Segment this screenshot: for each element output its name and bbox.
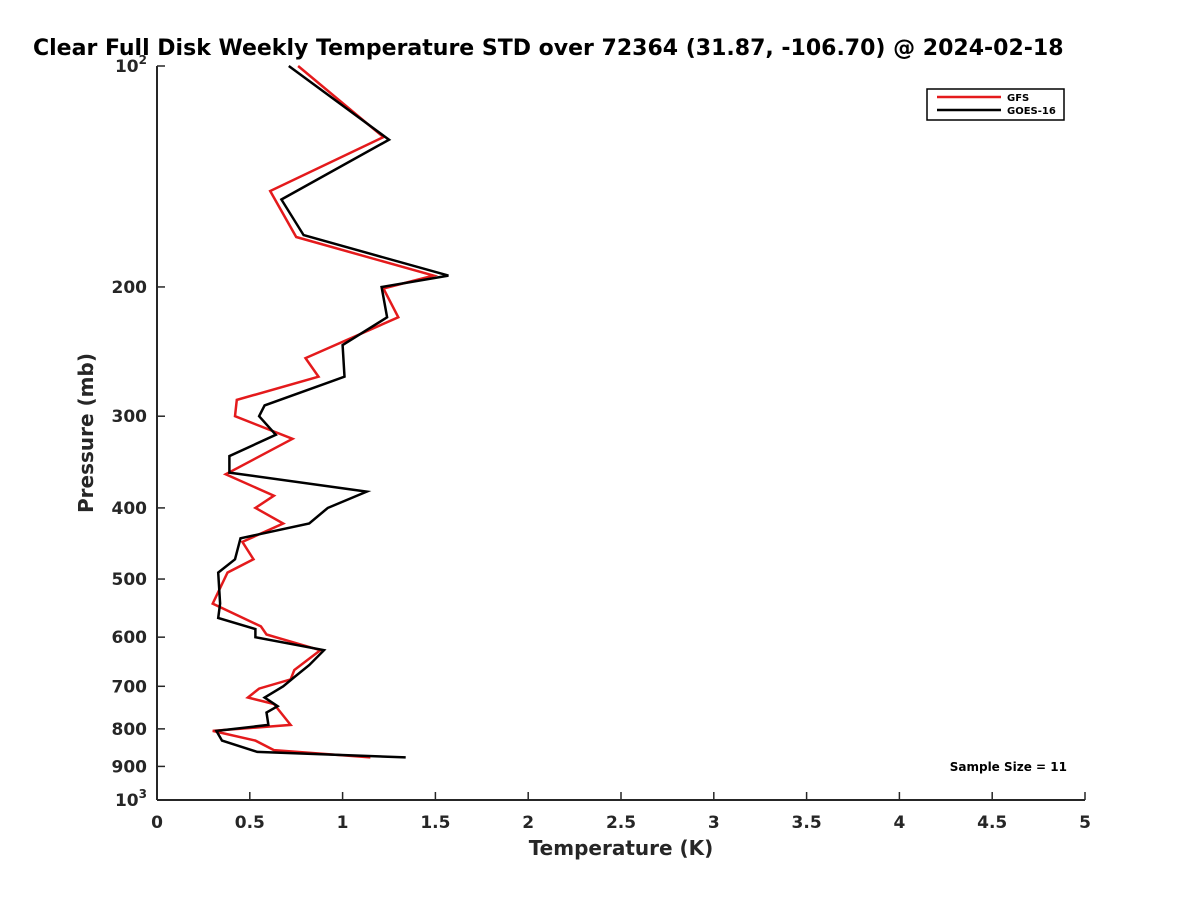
x-tick-label: 3.5 — [792, 813, 822, 833]
plot-area: 0 0.5 1 1.5 2 2.5 3 3.5 4 4.5 5 102200300400500600… — [112, 53, 1091, 833]
y-tick-label-base: 10 — [115, 791, 139, 811]
x-tick-label: 3 — [708, 813, 720, 833]
x-tick-label: 0.5 — [235, 813, 265, 833]
y-tick-label: 200 — [112, 278, 148, 298]
legend-label: GOES-16 — [1007, 106, 1056, 117]
x-tick-label: 2.5 — [606, 813, 636, 833]
y-tick-label: 103 — [115, 787, 147, 811]
legend: GFS GOES-16 — [926, 88, 1065, 121]
y-tick-label: 500 — [112, 570, 148, 590]
y-tick-label-base: 10 — [115, 57, 139, 77]
y-tick-label: 400 — [112, 499, 148, 519]
y-tick-label-exponent: 2 — [139, 53, 147, 67]
x-tick-label: 5 — [1079, 813, 1091, 833]
x-tick-label: 1 — [337, 813, 349, 833]
x-tick-label: 0 — [151, 813, 163, 833]
series-line-goes-16 — [214, 64, 449, 759]
x-tick-label: 4.5 — [977, 813, 1007, 833]
y-tick-label-exponent: 3 — [139, 787, 147, 801]
y-axis-label: Pressure (mb) — [74, 353, 98, 513]
plot-background — [157, 66, 1085, 800]
x-axis-ticks: 0 0.5 1 1.5 2 2.5 3 3.5 4 4.5 5 — [151, 792, 1091, 833]
x-tick-label: 1.5 — [420, 813, 450, 833]
series-line-gfs — [211, 65, 439, 759]
y-tick-label: 300 — [112, 407, 148, 427]
y-tick-label: 102 — [115, 53, 147, 77]
y-tick-label: 800 — [112, 720, 148, 740]
x-tick-label: 2 — [522, 813, 534, 833]
sample-size-annotation: Sample Size = 11 — [950, 760, 1067, 774]
legend-label: GFS — [1007, 93, 1029, 104]
x-tick-label: 4 — [893, 813, 905, 833]
legend-items: GFS GOES-16 — [937, 93, 1056, 117]
legend-box — [926, 88, 1065, 121]
x-axis-label: Temperature (K) — [529, 836, 714, 860]
y-tick-label: 700 — [112, 677, 148, 697]
y-tick-label: 900 — [112, 757, 148, 777]
y-tick-label: 600 — [112, 628, 148, 648]
series-layer — [211, 64, 449, 759]
chart-title: Clear Full Disk Weekly Temperature STD o… — [33, 36, 1064, 61]
